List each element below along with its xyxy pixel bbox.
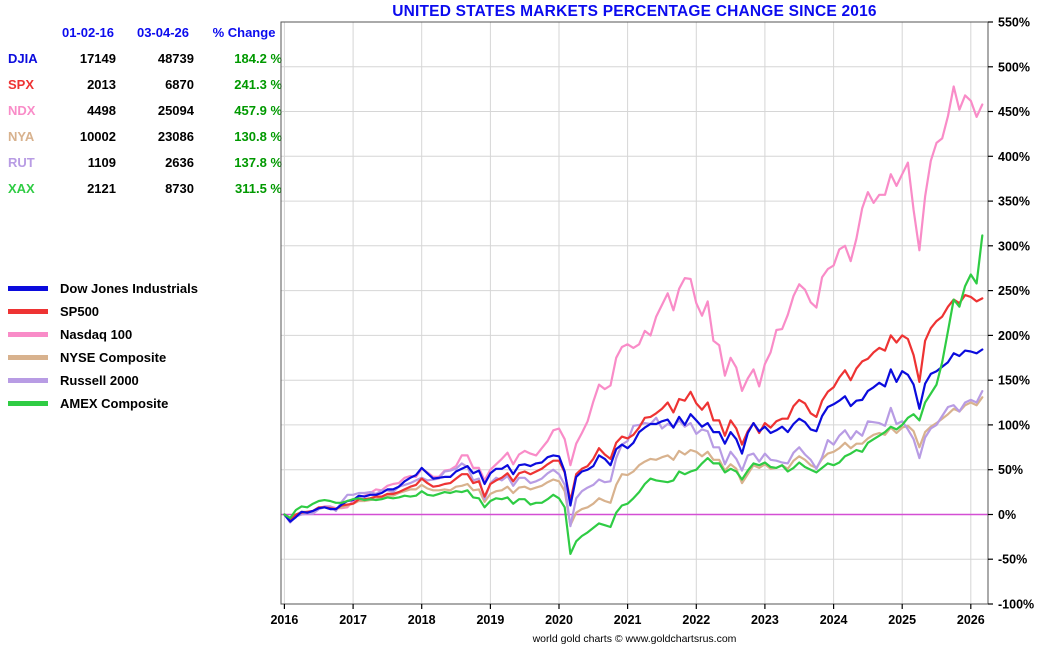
x-tick-label: 2021	[614, 613, 642, 627]
table-cell-change: 130.8 %	[234, 129, 282, 144]
series-line-NYA	[283, 396, 984, 527]
table-cell-change: 241.3 %	[234, 77, 282, 92]
y-tick-label: -100%	[998, 598, 1034, 612]
legend-swatch	[8, 355, 48, 360]
x-tick-label: 2024	[820, 613, 848, 627]
y-tick-label: 150%	[998, 374, 1030, 388]
legend-item-djia: Dow Jones Industrials	[8, 277, 198, 300]
legend-item-amex: AMEX Composite	[8, 392, 198, 415]
legend-item-russell2000: Russell 2000	[8, 369, 198, 392]
y-tick-label: 500%	[998, 60, 1030, 74]
table-cell-end: 25094	[157, 103, 194, 118]
table-cell-end: 23086	[157, 129, 194, 144]
series-line-SPX	[283, 294, 984, 522]
legend-label: Nasdaq 100	[60, 327, 133, 342]
legend-swatch	[8, 401, 48, 406]
table-row-label-xax: XAX	[8, 181, 35, 196]
legend-swatch	[8, 286, 48, 291]
legend-label: Dow Jones Industrials	[60, 281, 198, 296]
y-tick-label: 550%	[998, 16, 1030, 30]
chart-title: UNITED STATES MARKETS PERCENTAGE CHANGE …	[392, 3, 877, 20]
series-line-XAX	[283, 234, 984, 556]
table-row-label-djia: DJIA	[8, 51, 38, 66]
x-tick-label: 2025	[888, 613, 916, 627]
table-cell-change: 184.2 %	[234, 51, 282, 66]
table-row-label-ndx: NDX	[8, 103, 36, 118]
x-tick-label: 2020	[545, 613, 573, 627]
table-cell-start: 17149	[79, 51, 116, 66]
table-cell-start: 2121	[87, 181, 116, 196]
table-cell-start: 1109	[87, 155, 116, 170]
table-cell-end: 8730	[165, 181, 194, 196]
y-tick-label: 100%	[998, 418, 1030, 432]
table-cell-start: 2013	[87, 77, 116, 92]
legend-item-sp500: SP500	[8, 300, 198, 323]
table-row-label-spx: SPX	[8, 77, 35, 92]
legend-label: SP500	[60, 304, 100, 319]
x-tick-label: 2023	[751, 613, 779, 627]
plot-border	[280, 21, 989, 605]
quote-table: 01-02-16 03-04-26 % Change DJIA 17149 48…	[6, 23, 286, 198]
table-row-label-nya: NYA	[8, 129, 35, 144]
table-cell-end: 6870	[165, 77, 194, 92]
y-tick-label: 450%	[998, 105, 1030, 119]
table-cell-start: 4498	[87, 103, 116, 118]
x-tick-label: 2019	[476, 613, 504, 627]
legend-swatch	[8, 332, 48, 337]
y-tick-label: -50%	[998, 553, 1027, 567]
table-header-change: % Change	[212, 25, 276, 40]
x-tick-label: 2018	[408, 613, 436, 627]
y-tick-label: 250%	[998, 284, 1030, 298]
series-line-DJIA	[283, 348, 984, 523]
x-tick-label: 2026	[957, 613, 985, 627]
table-cell-end: 2636	[165, 155, 194, 170]
legend-swatch	[8, 309, 48, 314]
y-tick-label: 350%	[998, 195, 1030, 209]
table-row-label-rut: RUT	[8, 155, 35, 170]
table-cell-change: 311.5 %	[235, 181, 282, 196]
table-header-end-date: 03-04-26	[136, 25, 190, 40]
x-tick-label: 2022	[682, 613, 710, 627]
y-tick-label: 200%	[998, 329, 1030, 343]
y-tick-label: 400%	[998, 150, 1030, 164]
legend-item-nasdaq100: Nasdaq 100	[8, 323, 198, 346]
table-header-start-date: 01-02-16	[61, 25, 115, 40]
y-tick-label: 300%	[998, 239, 1030, 253]
legend: Dow Jones Industrials SP500 Nasdaq 100 N…	[8, 277, 198, 415]
series-line-RUT	[283, 390, 984, 528]
legend-label: Russell 2000	[60, 373, 139, 388]
legend-swatch	[8, 378, 48, 383]
x-tick-label: 2016	[270, 613, 298, 627]
legend-item-nyse: NYSE Composite	[8, 346, 198, 369]
table-cell-change: 137.8 %	[234, 155, 282, 170]
x-tick-label: 2017	[339, 613, 367, 627]
y-tick-label: 50%	[998, 463, 1023, 477]
chart-footer: world gold charts © www.goldchartsrus.co…	[532, 633, 737, 645]
table-cell-change: 457.9 %	[234, 103, 282, 118]
series-line-NDX	[283, 85, 984, 523]
legend-label: NYSE Composite	[60, 350, 167, 365]
table-cell-end: 48739	[157, 51, 194, 66]
legend-label: AMEX Composite	[60, 396, 169, 411]
y-tick-label: 0%	[998, 508, 1016, 522]
table-cell-start: 10002	[79, 129, 116, 144]
